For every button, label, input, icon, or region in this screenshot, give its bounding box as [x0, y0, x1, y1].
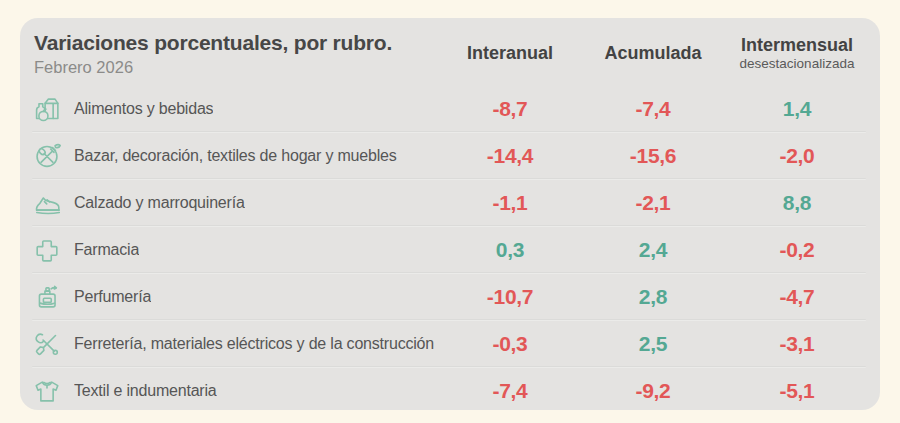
table-row: Textil e indumentaria -7,4-9,2-5,1 [30, 368, 868, 410]
page-title: Variaciones porcentuales, por rubro. [34, 31, 440, 55]
row-label: Textil e indumentaria [74, 382, 217, 400]
shoe-icon [30, 186, 64, 220]
value-cell: -15,6 [580, 144, 726, 168]
table-row: Ferretería, materiales eléctricos y de l… [30, 321, 868, 366]
table-row: Bazar, decoración, textiles de hogar y m… [30, 133, 868, 178]
value-cell: -2,0 [726, 144, 868, 168]
value-cell: -14,4 [440, 144, 580, 168]
page-subtitle: Febrero 2026 [34, 58, 440, 77]
perfume-icon [30, 280, 64, 314]
value-cell: -8,7 [440, 97, 580, 121]
table-body: Alimentos y bebidas-8,7-7,41,4Bazar, dec… [30, 86, 868, 410]
value-cell: -3,1 [726, 332, 868, 356]
row-label-cell: Calzado y marroquinería [30, 186, 440, 220]
row-label: Calzado y marroquinería [74, 194, 245, 212]
variations-table-card: Variaciones porcentuales, por rubro. Feb… [20, 18, 880, 410]
row-label-cell: Bazar, decoración, textiles de hogar y m… [30, 139, 440, 173]
column-header-interanual: Interanual [440, 44, 580, 64]
title-block: Variaciones porcentuales, por rubro. Feb… [30, 31, 440, 76]
column-header-label: Intermensual [726, 36, 868, 56]
value-cell: -2,1 [580, 191, 726, 215]
table-row: Farmacia 0,32,4-0,2 [30, 227, 868, 272]
table-row: Perfumería -10,72,8-4,7 [30, 274, 868, 319]
value-cell: -0,2 [726, 238, 868, 262]
value-cell: 0,3 [440, 238, 580, 262]
table-row: Alimentos y bebidas -8,7-7,41,4 [30, 86, 868, 131]
value-cell: 2,8 [580, 285, 726, 309]
row-label-cell: Perfumería [30, 280, 440, 314]
table-row: Calzado y marroquinería -1,1-2,18,8 [30, 180, 868, 225]
value-cell: -5,1 [726, 379, 868, 403]
value-cell: 2,4 [580, 238, 726, 262]
value-cell: -9,2 [580, 379, 726, 403]
table-header: Variaciones porcentuales, por rubro. Feb… [30, 18, 868, 86]
tableware-icon [30, 139, 64, 173]
row-label-cell: Textil e indumentaria [30, 374, 440, 408]
value-cell: -10,7 [440, 285, 580, 309]
row-label: Perfumería [74, 288, 151, 306]
value-cell: -7,4 [580, 97, 726, 121]
value-cell: -1,1 [440, 191, 580, 215]
column-header-acumulada: Acumulada [580, 44, 726, 64]
value-cell: -7,4 [440, 379, 580, 403]
column-header-label: Interanual [440, 44, 580, 64]
value-cell: -4,7 [726, 285, 868, 309]
row-label: Bazar, decoración, textiles de hogar y m… [74, 147, 397, 165]
column-header-sublabel: desestacionalizada [726, 57, 868, 72]
pharmacy-cross-icon [30, 233, 64, 267]
tshirt-icon [30, 374, 64, 408]
value-cell: -0,3 [440, 332, 580, 356]
column-header-intermensual: Intermensual desestacionalizada [726, 36, 868, 72]
row-label: Ferretería, materiales eléctricos y de l… [74, 335, 434, 353]
row-label: Alimentos y bebidas [74, 100, 213, 118]
row-label-cell: Ferretería, materiales eléctricos y de l… [30, 327, 440, 361]
value-cell: 8,8 [726, 191, 868, 215]
column-header-label: Acumulada [580, 44, 726, 64]
groceries-icon [30, 92, 64, 126]
row-label: Farmacia [74, 241, 139, 259]
row-label-cell: Farmacia [30, 233, 440, 267]
value-cell: 1,4 [726, 97, 868, 121]
tools-icon [30, 327, 64, 361]
value-cell: 2,5 [580, 332, 726, 356]
row-label-cell: Alimentos y bebidas [30, 92, 440, 126]
